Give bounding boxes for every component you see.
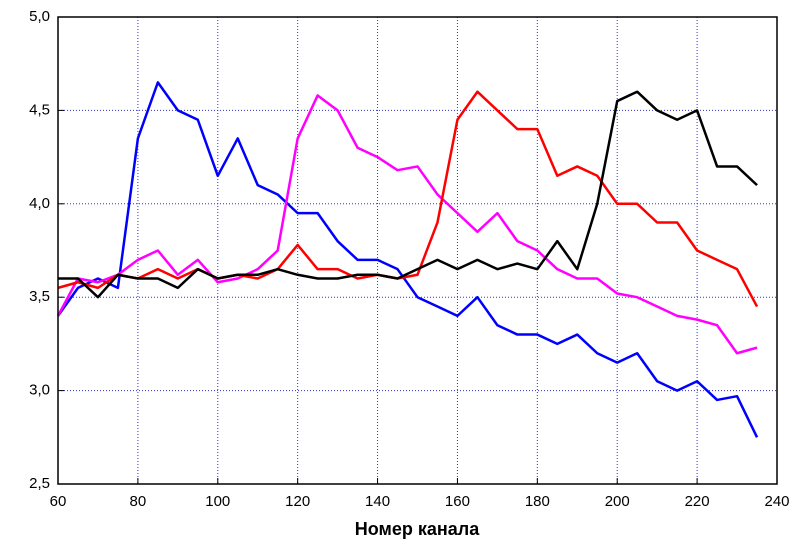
x-tick-label: 120 — [285, 493, 310, 510]
series-line — [58, 90, 758, 299]
x-tick-label: 60 — [50, 493, 67, 510]
x-tick-label: 240 — [764, 493, 789, 510]
x-tick-label: 180 — [525, 493, 550, 510]
series-line — [56, 94, 758, 355]
y-tick-label: 4,5 — [29, 101, 50, 118]
y-tick-label: 3,0 — [29, 382, 50, 399]
series-line — [57, 90, 759, 308]
x-tick-label: 220 — [685, 493, 710, 510]
plot-frame — [57, 16, 778, 485]
x-axis-label: Номер канала — [355, 519, 480, 539]
y-tick-label: 5,0 — [29, 8, 50, 25]
x-tick-label: 80 — [130, 493, 147, 510]
y-tick-label: 2,5 — [29, 475, 50, 492]
x-tick-label: 140 — [365, 493, 390, 510]
series-line — [56, 81, 759, 438]
y-tick-label: 4,0 — [29, 195, 50, 212]
y-tick-label: 3,5 — [29, 288, 50, 305]
x-tick-label: 160 — [445, 493, 470, 510]
x-tick-label: 100 — [205, 493, 230, 510]
x-tick-label: 200 — [605, 493, 630, 510]
